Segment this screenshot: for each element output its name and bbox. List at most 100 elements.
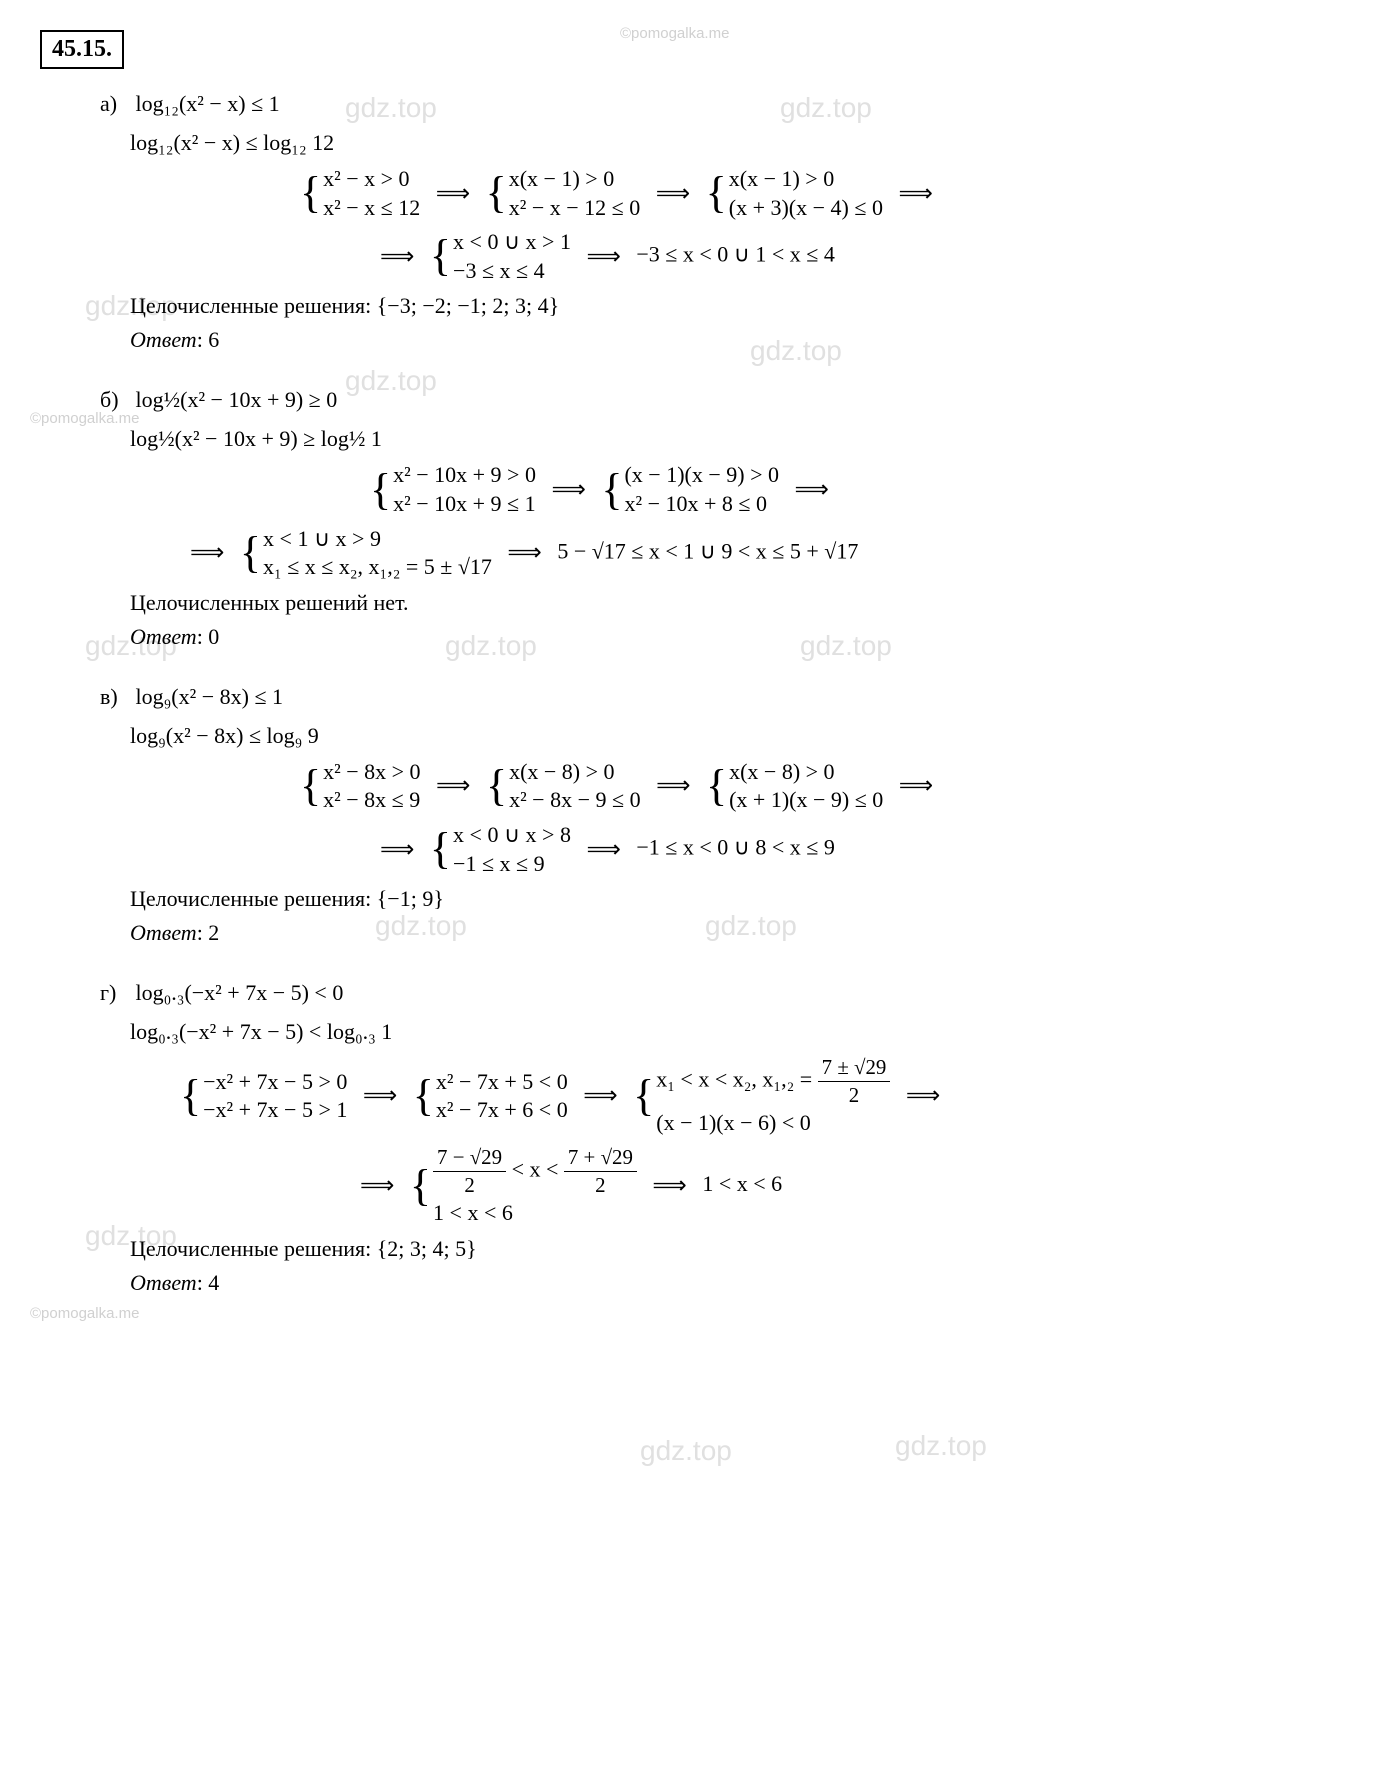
arrow-icon: ⟹	[898, 181, 932, 207]
part-g-sys3-l1-pre: x₁ < x < x₂, x₁,₂ =	[656, 1067, 817, 1092]
arrow-icon: ⟹	[436, 773, 470, 799]
arrow-icon: ⟹	[380, 244, 414, 270]
part-a-sys1-l2: x² − x ≤ 12	[323, 194, 420, 223]
arrow-icon: ⟹	[652, 1173, 686, 1199]
frac-den: 2	[591, 1172, 609, 1199]
part-v-sys1-l2: x² − 8x ≤ 9	[323, 786, 420, 815]
part-a-sys4-l1: x < 0 ∪ x > 1	[453, 228, 571, 257]
part-v-result: −1 ≤ x < 0 ∪ 8 < x ≤ 9	[636, 835, 834, 860]
arrow-icon: ⟹	[363, 1083, 397, 1109]
part-v-sys4-l2: −1 ≤ x ≤ 9	[453, 850, 571, 879]
arrow-icon: ⟹	[586, 837, 620, 863]
part-a-result: −3 ≤ x < 0 ∪ 1 < x ≤ 4	[636, 242, 834, 267]
part-g-expr2: log₀.₃(−x² + 7x − 5) < log₀.₃ 1	[130, 1015, 1360, 1048]
part-b-sys2-l1: (x − 1)(x − 9) > 0	[624, 461, 779, 490]
part-b: б) log½(x² − 10x + 9) ≥ 0 log½(x² − 10x …	[100, 383, 1360, 649]
fraction: 7 ± √29 2	[818, 1054, 891, 1109]
part-g-sys1-l2: −x² + 7x − 5 > 1	[203, 1096, 347, 1125]
frac-num: 7 + √29	[564, 1144, 637, 1172]
part-a-sys3-l1: x(x − 1) > 0	[729, 165, 883, 194]
gdz-watermark: gdz.top	[640, 1435, 732, 1467]
brace-icon: {	[300, 771, 321, 802]
brace-icon: {	[633, 1081, 654, 1112]
brace-icon: {	[430, 834, 451, 865]
part-v-label: в)	[100, 680, 130, 713]
arrow-icon: ⟹	[656, 181, 690, 207]
arrow-icon: ⟹	[436, 181, 470, 207]
part-v-sys4-l1: x < 0 ∪ x > 8	[453, 821, 571, 850]
part-v-sys3-l2: (x + 1)(x − 9) ≤ 0	[729, 786, 883, 815]
part-b-answer: : 0	[197, 624, 220, 649]
arrow-icon: ⟹	[906, 1083, 940, 1109]
part-b-sys1-l2: x² − 10x + 9 ≤ 1	[393, 490, 536, 519]
part-a-expr2: log₁₂(x² − x) ≤ log₁₂ 12	[130, 126, 1360, 159]
part-g-integer-solutions: Целочисленные решения: {2; 3; 4; 5}	[130, 1236, 1360, 1262]
arrow-icon: ⟹	[656, 773, 690, 799]
part-v-sys2-l2: x² − 8x − 9 ≤ 0	[509, 786, 640, 815]
part-g-sys1-l1: −x² + 7x − 5 > 0	[203, 1068, 347, 1097]
part-a-sys3-l2: (x + 3)(x − 4) ≤ 0	[729, 194, 883, 223]
part-g-answer: : 4	[197, 1270, 220, 1295]
part-a: а) log₁₂(x² − x) ≤ 1 log₁₂(x² − x) ≤ log…	[100, 87, 1360, 353]
brace-icon: {	[706, 771, 727, 802]
part-a-answer-label: Ответ	[130, 327, 197, 352]
part-a-expr1: log₁₂(x² − x) ≤ 1	[136, 91, 280, 116]
part-g-answer-label: Ответ	[130, 1270, 197, 1295]
part-v: в) log₉(x² − 8x) ≤ 1 log₉(x² − 8x) ≤ log…	[100, 680, 1360, 946]
part-g-sys2-l2: x² − 7x + 6 < 0	[436, 1096, 568, 1125]
part-v-answer: : 2	[197, 920, 220, 945]
part-b-result: 5 − √17 ≤ x < 1 ∪ 9 < x ≤ 5 + √17	[557, 538, 858, 563]
problem-number-text: 45.15	[52, 36, 106, 62]
brace-icon: {	[706, 178, 727, 209]
part-b-sys3-l2: x₁ ≤ x ≤ x₂, x₁,₂ = 5 ± √17	[263, 553, 492, 582]
arrow-icon: ⟹	[899, 773, 933, 799]
frac-den: 2	[460, 1172, 478, 1199]
pomogalka-watermark: ©pomogalka.me	[30, 1305, 139, 1322]
part-v-sys1-l1: x² − 8x > 0	[323, 758, 420, 787]
part-b-sys3-l1: x < 1 ∪ x > 9	[263, 525, 492, 554]
brace-icon: {	[370, 475, 391, 506]
brace-icon: {	[430, 241, 451, 272]
frac-num: 7 − √29	[433, 1144, 506, 1172]
problem-number: 45.15.	[40, 30, 124, 69]
part-g-result: 1 < x < 6	[702, 1171, 782, 1196]
arrow-icon: ⟹	[507, 540, 541, 566]
gdz-watermark: gdz.top	[895, 1430, 987, 1462]
frac-num: 7 ± √29	[818, 1054, 891, 1082]
brace-icon: {	[180, 1081, 201, 1112]
arrow-icon: ⟹	[795, 477, 829, 503]
brace-icon: {	[413, 1081, 434, 1112]
part-g: г) log₀.₃(−x² + 7x − 5) < 0 log₀.₃(−x² +…	[100, 976, 1360, 1296]
arrow-icon: ⟹	[190, 540, 224, 566]
part-b-expr1: log½(x² − 10x + 9) ≥ 0	[136, 387, 338, 412]
part-v-expr1: log₉(x² − 8x) ≤ 1	[136, 684, 284, 709]
part-g-expr1: log₀.₃(−x² + 7x − 5) < 0	[136, 980, 344, 1005]
part-b-integer-solutions: Целочисленных решений нет.	[130, 590, 1360, 616]
part-a-sys2-l2: x² − x − 12 ≤ 0	[509, 194, 640, 223]
arrow-icon: ⟹	[360, 1173, 394, 1199]
part-a-sys1-l1: x² − x > 0	[323, 165, 420, 194]
brace-icon: {	[486, 771, 507, 802]
part-a-sys2-l1: x(x − 1) > 0	[509, 165, 640, 194]
brace-icon: {	[240, 538, 261, 569]
part-b-sys2-l2: x² − 10x + 8 ≤ 0	[624, 490, 779, 519]
part-v-sys2-l1: x(x − 8) > 0	[509, 758, 640, 787]
fraction: 7 − √29 2	[433, 1144, 506, 1199]
arrow-icon: ⟹	[583, 1083, 617, 1109]
part-b-label: б)	[100, 383, 130, 416]
part-v-answer-label: Ответ	[130, 920, 197, 945]
brace-icon: {	[601, 475, 622, 506]
part-b-sys1-l1: x² − 10x + 9 > 0	[393, 461, 536, 490]
brace-icon: {	[410, 1171, 431, 1202]
part-b-expr2: log½(x² − 10x + 9) ≥ log½ 1	[130, 422, 1360, 455]
part-a-sys4-l2: −3 ≤ x ≤ 4	[453, 257, 571, 286]
part-v-sys3-l1: x(x − 8) > 0	[729, 758, 883, 787]
brace-icon: {	[300, 178, 321, 209]
part-g-label: г)	[100, 976, 130, 1009]
fraction: 7 + √29 2	[564, 1144, 637, 1199]
arrow-icon: ⟹	[380, 837, 414, 863]
part-a-answer: : 6	[197, 327, 220, 352]
part-v-expr2: log₉(x² − 8x) ≤ log₉ 9	[130, 719, 1360, 752]
part-b-answer-label: Ответ	[130, 624, 197, 649]
part-g-sys3-l2: (x − 1)(x − 6) < 0	[656, 1109, 890, 1138]
